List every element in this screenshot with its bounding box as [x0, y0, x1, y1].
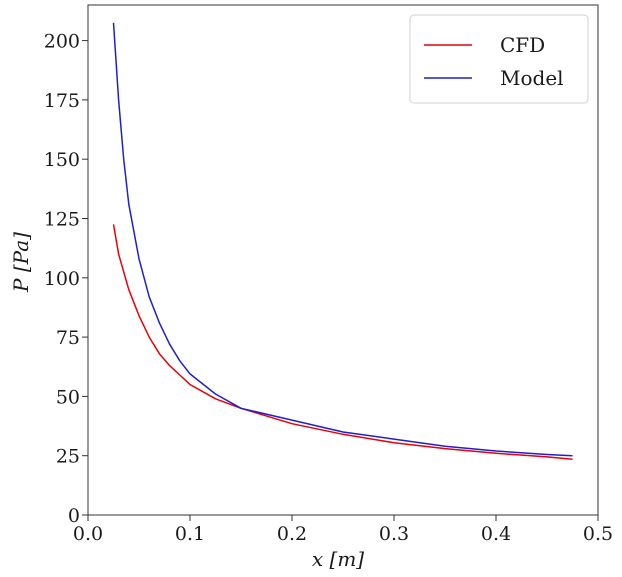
x-tick-label: 0.4 [481, 523, 511, 545]
y-tick-label: 150 [44, 149, 80, 171]
series-line-cfd [112, 224, 573, 461]
y-axis-ticks: 0 25 50 75 100 125 150 175 200 [44, 31, 88, 527]
legend-model-label: Model [500, 66, 564, 90]
x-axis-ticks: 0.0 0.1 0.2 0.3 0.4 0.5 [73, 515, 613, 545]
x-axis-label: x [m] [312, 547, 364, 571]
y-tick-label: 75 [56, 327, 80, 349]
y-tick-label: 50 [56, 386, 80, 408]
x-tick-label: 0.0 [73, 523, 103, 545]
series-line-model [112, 22, 573, 457]
legend-cfd-label: CFD [500, 33, 545, 57]
y-axis-label: P [Pa] [9, 232, 33, 293]
y-tick-label: 25 [56, 446, 80, 468]
y-tick-label: 125 [44, 208, 80, 230]
y-tick-label: 100 [44, 268, 80, 290]
legend-box [409, 14, 589, 104]
x-tick-label: 0.5 [583, 523, 613, 545]
x-tick-label: 0.3 [379, 523, 409, 545]
y-tick-label: 200 [44, 31, 80, 53]
x-tick-label: 0.2 [277, 523, 307, 545]
y-tick-label: 0 [68, 505, 80, 527]
y-tick-label: 175 [44, 90, 80, 112]
x-tick-label: 0.1 [175, 523, 205, 545]
series-layer [112, 22, 573, 461]
legend: CFD Model [409, 14, 589, 104]
